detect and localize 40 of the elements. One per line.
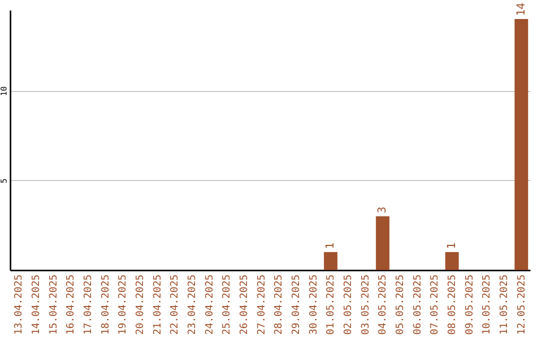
x-tick-label: 10.05.2025	[482, 274, 493, 335]
y-tick-label: 10	[0, 86, 8, 96]
x-tick-label: 27.04.2025	[256, 274, 268, 335]
x-tick-label: 20.04.2025	[135, 274, 146, 335]
data-label: 1	[445, 242, 458, 250]
x-tick-label: 30.04.2025	[308, 274, 320, 335]
x-tick-label: 02.05.2025	[343, 274, 354, 335]
x-tick-label: 05.05.2025	[395, 274, 406, 335]
x-tick-label: 01.05.2025	[326, 274, 337, 335]
x-tick-label: 22.04.2025	[170, 274, 181, 335]
x-tick-label: 29.04.2025	[291, 274, 302, 335]
x-tick-label: 25.04.2025	[222, 274, 233, 335]
x-tick-label: 21.04.2025	[152, 274, 164, 335]
bar	[445, 252, 459, 270]
x-tick-label: 07.05.2025	[430, 274, 441, 335]
x-tick-label: 26.04.2025	[239, 274, 250, 335]
x-tick-label: 15.04.2025	[48, 274, 60, 335]
x-tick-label: 14.04.2025	[31, 274, 42, 335]
bar	[376, 216, 390, 270]
data-label: 3	[376, 206, 389, 214]
x-tick-label: 12.05.2025	[516, 274, 528, 335]
x-tick-label: 17.04.2025	[83, 274, 94, 335]
x-tick-label: 23.04.2025	[187, 274, 198, 335]
x-tick-label: 11.05.2025	[499, 274, 510, 335]
x-tick-label: 18.04.2025	[100, 274, 112, 335]
bar	[324, 252, 338, 270]
y-tick-label: 5	[0, 178, 8, 184]
data-label: 14	[514, 2, 528, 16]
x-tick-label: 04.05.2025	[378, 274, 389, 335]
x-tick-label: 19.04.2025	[118, 274, 129, 335]
x-tick-label: 06.05.2025	[412, 274, 424, 335]
x-tick-label: 28.04.2025	[274, 274, 285, 335]
bar	[514, 18, 528, 270]
x-tick-label: 08.05.2025	[447, 274, 458, 335]
x-tick-label: 09.05.2025	[464, 274, 476, 335]
x-tick-label: 13.04.2025	[14, 274, 25, 335]
x-tick-label: 24.04.2025	[204, 274, 216, 335]
data-label: 1	[324, 242, 337, 250]
x-tick-label: 16.04.2025	[66, 274, 77, 335]
x-tick-label: 03.05.2025	[360, 274, 372, 335]
